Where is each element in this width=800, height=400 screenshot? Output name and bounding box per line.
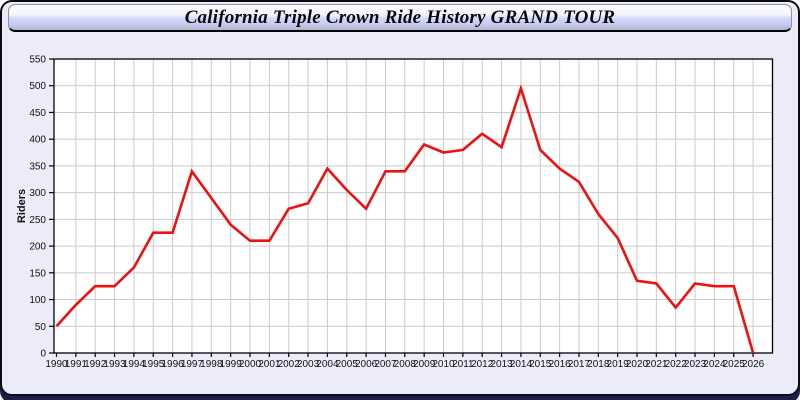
title-bar: California Triple Crown Ride History GRA… bbox=[8, 4, 792, 32]
page-title: California Triple Crown Ride History GRA… bbox=[184, 6, 616, 28]
